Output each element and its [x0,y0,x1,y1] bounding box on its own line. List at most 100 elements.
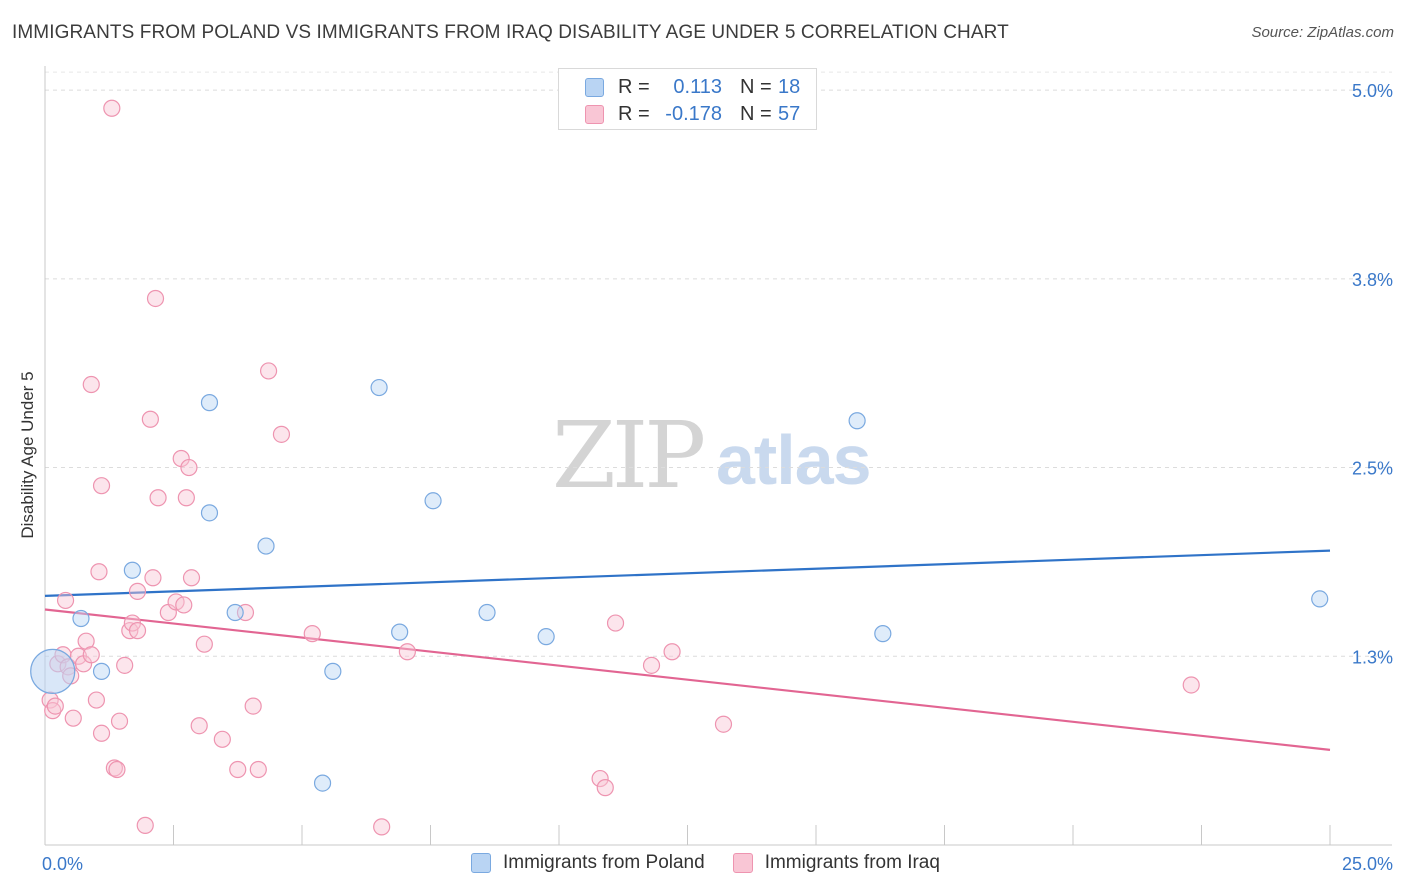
iraq-point [663,643,681,661]
watermark-atlas: atlas [716,421,872,499]
legend-item-iraq: Immigrants from Iraq [732,852,940,874]
iraq-point [64,709,82,727]
poland-point [848,412,866,430]
poland-point [200,504,219,522]
poland-point [324,662,342,680]
legend-row-poland: R = 0.113 N = 18 [585,74,800,100]
iraq-point [272,425,291,443]
iraq-point [175,596,193,614]
iraq-point [195,635,213,653]
poland-point [1311,590,1329,608]
poland-legend-label: Immigrants from Poland [503,852,705,873]
iraq-point [46,697,64,715]
watermark-zip: ZIP [552,402,706,509]
iraq-point [149,489,167,507]
y-tick-label: 2.5% [1352,459,1393,479]
poland-point [123,561,141,579]
iraq-point [244,697,262,715]
iraq-point [92,477,111,495]
iraq-legend-label: Immigrants from Iraq [764,852,940,873]
iraq-trend-line [44,608,1331,751]
n-label: N = [740,75,772,98]
iraq-point [103,99,121,117]
iraq-point [398,643,416,661]
poland-point [478,603,496,622]
iraq-point [606,614,625,632]
iraq-point [128,622,147,640]
poland-legend-swatch [471,853,491,873]
iraq-point [136,816,154,834]
poland-n-value: 18 [778,75,801,98]
stats-legend: R = 0.113 N = 18 R = -0.178 N = 57 [558,68,817,130]
iraq-point [110,712,129,730]
legend-item-poland: Immigrants from Poland [471,852,705,874]
iraq-point [44,702,62,720]
iraq-r-value: -0.178 [665,102,722,125]
iraq-point [141,410,159,428]
poland-r-value: 0.113 [673,75,722,98]
iraq-point [108,760,126,779]
y-tick-label: 1.3% [1352,647,1393,667]
iraq-point [259,362,278,380]
poland-point [30,648,76,694]
source-credit: Source: ZipAtlas.com [1251,24,1394,41]
iraq-point [82,646,100,664]
iraq-point [180,458,198,477]
legend-row-iraq: R = -0.178 N = 57 [585,101,800,127]
iraq-point [642,656,661,674]
poland-point [92,662,111,680]
tick-labels: 1.3% 2.5% 3.8% 5.0% 0.0% 25.0% [42,81,1393,874]
iraq-point [82,375,100,394]
poland-point [391,623,409,641]
iraq-point [714,715,733,733]
series-legend: Immigrants from Poland Immigrants from I… [471,852,968,874]
iraq-point [144,569,162,587]
y-tick-label: 5.0% [1352,81,1393,101]
x-tick-label: 0.0% [42,854,83,874]
poland-point [313,774,332,792]
y-axis-label: Disability Age Under 5 [18,371,37,539]
poland-point [874,625,892,643]
poland-point [226,603,244,622]
iraq-swatch [585,104,604,124]
iraq-legend-swatch [732,853,753,873]
chart-title: IMMIGRANTS FROM POLAND VS IMMIGRANTS FRO… [12,22,1009,43]
poland-swatch [585,77,604,97]
iraq-point [56,591,75,610]
iraq-point [1182,676,1200,694]
r-label: R = [618,75,650,98]
poland-point [257,537,275,555]
poland-point [424,492,442,510]
gridlines [45,71,1392,657]
x-tick-label: 25.0% [1342,854,1393,874]
iraq-point [373,818,391,836]
iraq-point [213,730,231,748]
r-label: R = [618,102,650,125]
poland-point [72,609,90,628]
n-label: N = [740,102,772,125]
poland-trend-line [44,549,1331,597]
iraq-point [182,569,201,587]
iraq-point [177,489,195,507]
iraq-point [87,691,106,709]
y-tick-label: 3.8% [1352,270,1393,290]
iraq-point [92,724,111,742]
iraq-n-value: 57 [778,102,801,125]
iraq-point [146,289,165,308]
iraq-point [591,769,609,788]
trend-lines [44,549,1331,751]
poland-point [537,628,555,646]
iraq-point [128,582,147,600]
iraq-point [249,760,267,779]
iraq-point [116,656,134,674]
poland-point [370,378,388,397]
iraq-point [303,625,321,643]
iraq-point [90,563,108,581]
axes [44,66,1392,846]
iraq-point [190,717,208,735]
iraq-point [596,779,614,797]
data-points [30,99,1329,836]
iraq-point [229,760,247,779]
poland-point [200,394,219,412]
